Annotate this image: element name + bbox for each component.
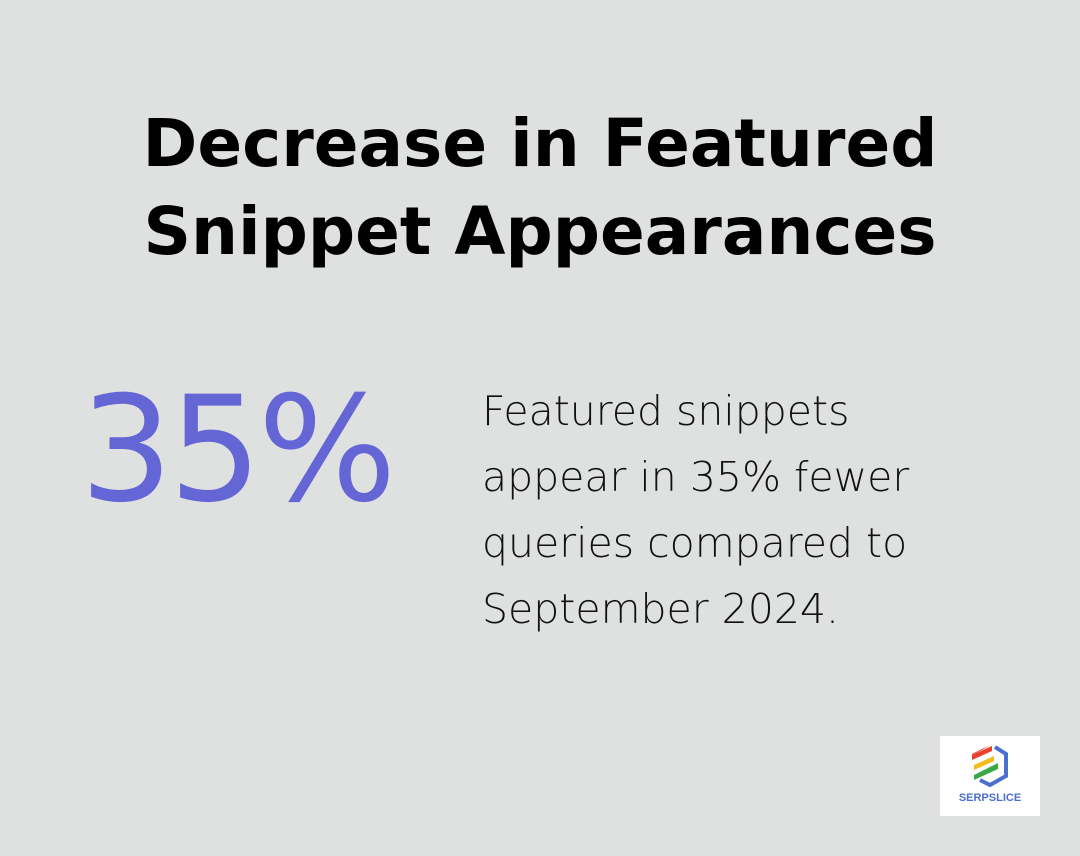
description-line: queries compared to (482, 519, 908, 567)
logo-text: SERPSLICE (958, 792, 1022, 804)
logo-mark-icon (972, 745, 1008, 788)
stat-description: Featured snippets appear in 35% fewer qu… (482, 378, 982, 642)
description-line: Featured snippets (482, 387, 850, 435)
stat-value: 35% (80, 365, 397, 535)
title-line: Snippet Appearances (143, 193, 937, 270)
title-line: Decrease in Featured (142, 105, 938, 182)
page-title: Decrease in Featured Snippet Appearances (0, 100, 1080, 276)
description-line: appear in 35% fewer (482, 453, 910, 501)
description-line: September 2024. (482, 585, 840, 633)
serpslice-logo: SERPSLICE (940, 736, 1040, 816)
